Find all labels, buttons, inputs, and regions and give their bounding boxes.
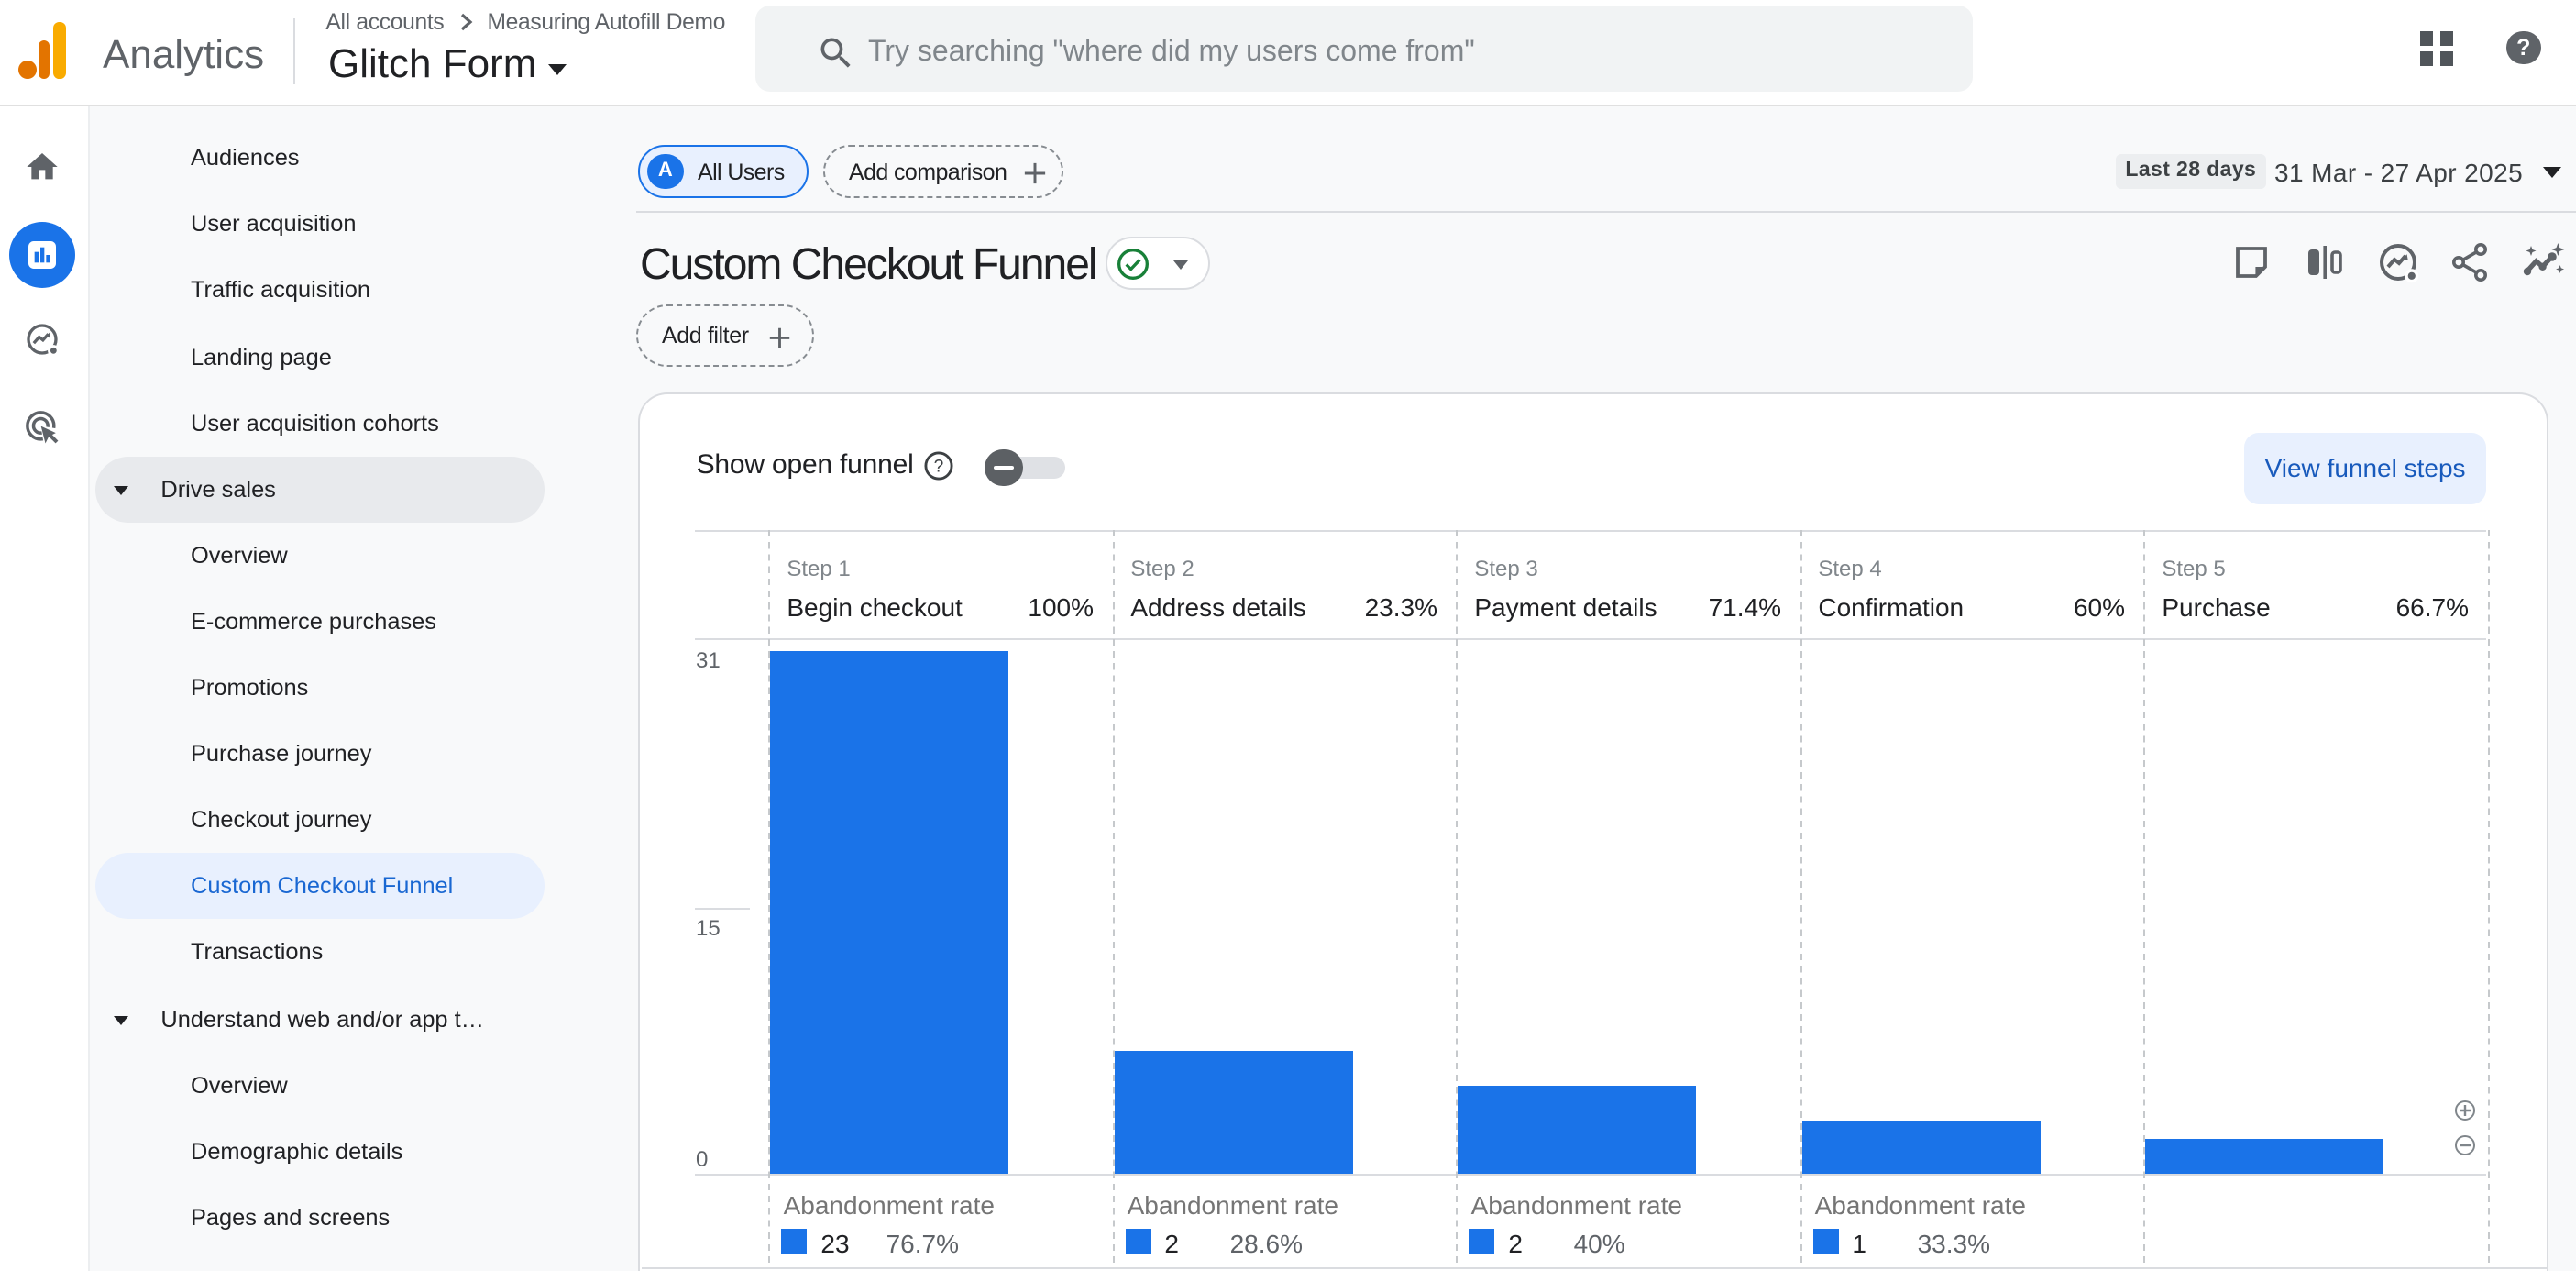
svg-text:?: ? bbox=[934, 457, 944, 476]
